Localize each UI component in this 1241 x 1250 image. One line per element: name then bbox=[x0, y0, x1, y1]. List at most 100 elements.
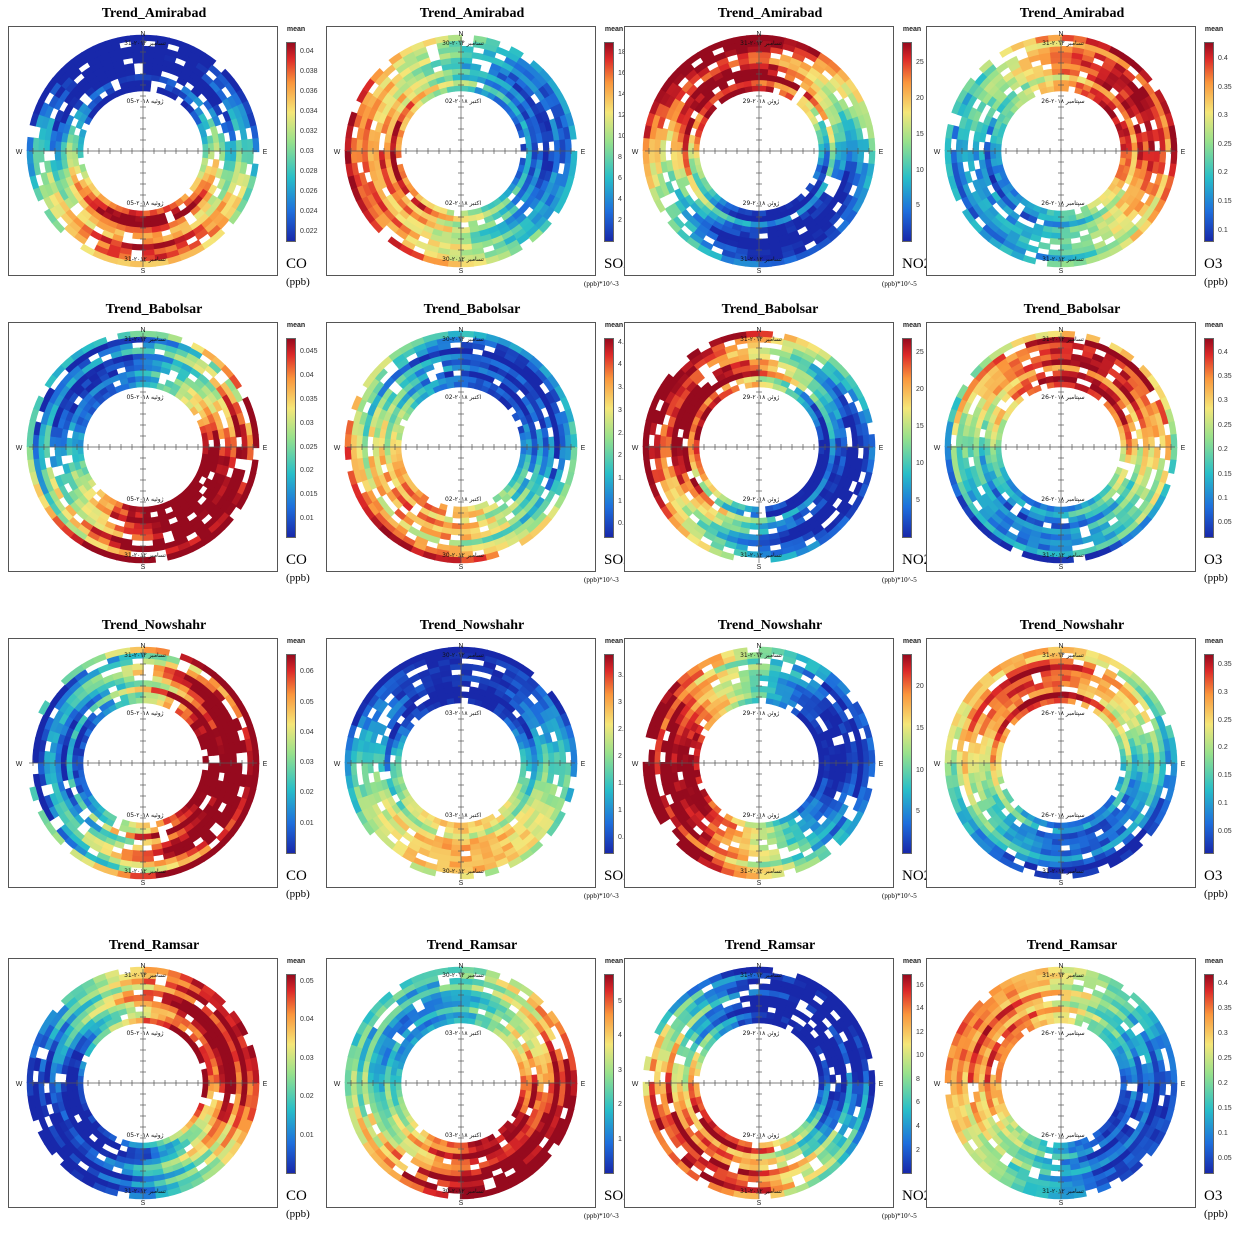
ring-segment bbox=[823, 150, 831, 160]
ring-segment bbox=[748, 522, 760, 530]
ring-segment bbox=[813, 475, 824, 486]
ring-segment bbox=[1119, 432, 1127, 441]
ring-segment bbox=[130, 652, 145, 660]
ring-segment bbox=[437, 46, 451, 55]
ring-segment bbox=[162, 355, 175, 365]
ring-segment bbox=[460, 534, 472, 541]
ring-segment bbox=[767, 532, 780, 541]
ring-segment bbox=[398, 121, 408, 132]
ring-segment bbox=[993, 119, 1003, 130]
date-label: 31-۲۰۱۲ تسامبر bbox=[124, 552, 166, 559]
ring-segment bbox=[141, 861, 155, 869]
ring-segment bbox=[239, 162, 248, 176]
ring-segment bbox=[778, 239, 792, 249]
ring-segment bbox=[467, 209, 476, 217]
ring-segment bbox=[785, 224, 798, 235]
ring-segment bbox=[90, 356, 104, 369]
ring-segment bbox=[445, 209, 455, 217]
ring-segment bbox=[218, 150, 226, 162]
ring-segment bbox=[963, 117, 974, 131]
ring-segment bbox=[991, 405, 1002, 417]
ring-segment bbox=[528, 197, 541, 211]
ring-segment bbox=[380, 122, 390, 135]
ring-segment bbox=[215, 812, 228, 826]
ring-segment bbox=[142, 369, 153, 377]
ring-segment bbox=[1080, 535, 1094, 545]
ring-segment bbox=[836, 121, 846, 134]
ring-segment bbox=[667, 415, 677, 428]
ring-segment bbox=[479, 676, 491, 686]
ring-segment bbox=[529, 472, 540, 484]
colorbar-title: mean bbox=[286, 638, 306, 645]
ring-segment bbox=[857, 114, 868, 129]
ring-segment bbox=[689, 477, 699, 489]
ring-segment bbox=[723, 72, 735, 83]
ring-segment bbox=[201, 769, 209, 779]
ring-segment bbox=[956, 457, 965, 471]
ring-segment bbox=[527, 166, 537, 178]
ring-segment bbox=[419, 197, 430, 207]
ring-segment bbox=[451, 674, 462, 682]
ring-segment bbox=[468, 691, 478, 700]
ring-segment bbox=[1046, 381, 1055, 389]
ring-segment bbox=[815, 460, 824, 470]
ring-segment bbox=[373, 426, 382, 438]
ring-segment bbox=[468, 686, 479, 695]
ring-segment bbox=[686, 347, 702, 361]
ring-segment bbox=[142, 347, 156, 355]
ring-segment bbox=[852, 412, 862, 426]
ring-segment bbox=[518, 533, 534, 547]
ring-segment bbox=[527, 125, 537, 137]
ring-segment bbox=[460, 57, 473, 64]
ring-segment bbox=[217, 455, 226, 467]
ring-segment bbox=[142, 850, 154, 857]
ring-segment bbox=[167, 831, 179, 842]
ring-segment bbox=[372, 752, 380, 764]
ring-segment bbox=[104, 817, 115, 828]
chart-panel: Trend_Amirabad N E S W 31-۲۰۱۲ تسامبر 05-۲۰۱۸ … bbox=[4, 6, 319, 306]
ring-segment bbox=[361, 750, 369, 764]
ring-segment bbox=[683, 461, 693, 473]
ring-segment bbox=[432, 834, 445, 844]
ring-segment bbox=[653, 434, 661, 448]
ring-segment bbox=[741, 74, 752, 82]
ring-segment bbox=[90, 672, 104, 685]
colorbar-tick-label: 0.15 bbox=[1218, 198, 1232, 205]
ring-segment bbox=[748, 226, 760, 234]
ring-segment bbox=[541, 427, 549, 439]
ring-segment bbox=[220, 364, 235, 380]
ring-segment bbox=[113, 204, 124, 214]
ring-segment bbox=[1060, 528, 1071, 536]
ring-segment bbox=[817, 415, 827, 427]
ring-segment bbox=[1142, 150, 1150, 162]
ring-segment bbox=[1080, 88, 1091, 98]
ring-segment bbox=[134, 210, 144, 217]
ring-segment bbox=[441, 521, 453, 530]
ring-segment bbox=[241, 114, 252, 129]
ring-segment bbox=[1070, 241, 1084, 250]
ring-segment bbox=[199, 129, 208, 139]
ring-segment bbox=[460, 353, 473, 360]
ring-segment bbox=[488, 67, 501, 78]
ring-segment bbox=[73, 109, 84, 121]
ring-segment bbox=[196, 466, 206, 477]
ring-segment bbox=[224, 753, 232, 764]
ring-segment bbox=[972, 436, 980, 448]
ring-segment bbox=[43, 434, 51, 448]
ring-segment bbox=[125, 74, 136, 82]
colorbar bbox=[604, 338, 614, 538]
ring-segment bbox=[531, 762, 539, 773]
ring-segment bbox=[1119, 348, 1135, 362]
ring-segment bbox=[527, 462, 537, 474]
ring-segment bbox=[152, 359, 164, 368]
ring-segment bbox=[528, 228, 544, 243]
ring-segment bbox=[127, 209, 137, 217]
ring-segment bbox=[981, 224, 996, 238]
ring-segment bbox=[201, 52, 217, 66]
ring-segment bbox=[851, 468, 862, 483]
ring-segment bbox=[141, 556, 157, 564]
ring-segment bbox=[63, 103, 74, 116]
ring-segment bbox=[442, 364, 454, 373]
ring-segment bbox=[108, 510, 120, 520]
ring-segment bbox=[687, 438, 695, 448]
